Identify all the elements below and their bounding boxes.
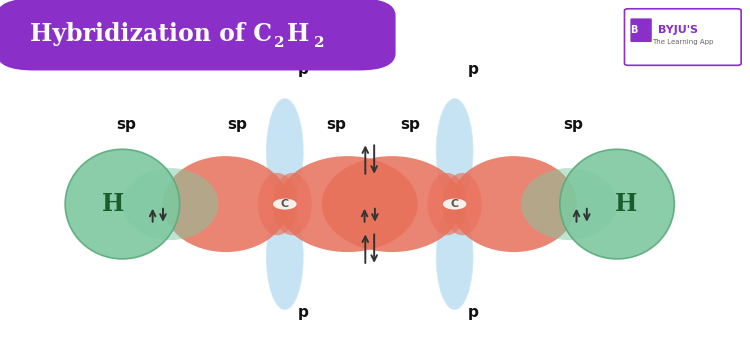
- Text: C: C: [451, 199, 459, 209]
- Text: H: H: [102, 192, 125, 216]
- Text: H: H: [615, 192, 638, 216]
- Ellipse shape: [560, 149, 674, 259]
- Text: sp: sp: [400, 117, 420, 132]
- Text: sp: sp: [326, 117, 346, 132]
- Circle shape: [442, 199, 466, 209]
- Ellipse shape: [65, 149, 179, 259]
- Ellipse shape: [436, 98, 473, 204]
- Text: Hybridization of C: Hybridization of C: [30, 23, 272, 47]
- Ellipse shape: [436, 204, 473, 310]
- Text: p: p: [468, 305, 478, 320]
- Text: 2: 2: [314, 36, 325, 50]
- Ellipse shape: [258, 173, 297, 235]
- Ellipse shape: [278, 156, 418, 252]
- Ellipse shape: [451, 156, 577, 252]
- Text: p: p: [298, 62, 309, 77]
- Text: B: B: [631, 25, 638, 35]
- Text: sp: sp: [116, 117, 136, 132]
- Text: p: p: [468, 62, 478, 77]
- FancyBboxPatch shape: [0, 0, 395, 70]
- Text: The Learning App: The Learning App: [652, 39, 713, 45]
- Text: C: C: [280, 199, 289, 209]
- Ellipse shape: [163, 156, 289, 252]
- Text: BYJU'S: BYJU'S: [658, 25, 698, 35]
- Text: 2: 2: [274, 36, 284, 50]
- Ellipse shape: [266, 204, 303, 310]
- Circle shape: [273, 199, 297, 209]
- Text: sp: sp: [562, 117, 583, 132]
- Ellipse shape: [272, 173, 312, 235]
- FancyBboxPatch shape: [631, 18, 652, 42]
- Ellipse shape: [122, 168, 218, 240]
- Text: sp: sp: [227, 117, 247, 132]
- Text: p: p: [298, 305, 309, 320]
- Text: H: H: [287, 23, 310, 47]
- Ellipse shape: [322, 156, 462, 252]
- Ellipse shape: [521, 168, 617, 240]
- Ellipse shape: [442, 173, 482, 235]
- FancyBboxPatch shape: [625, 9, 741, 65]
- Ellipse shape: [427, 173, 467, 235]
- Ellipse shape: [266, 98, 303, 204]
